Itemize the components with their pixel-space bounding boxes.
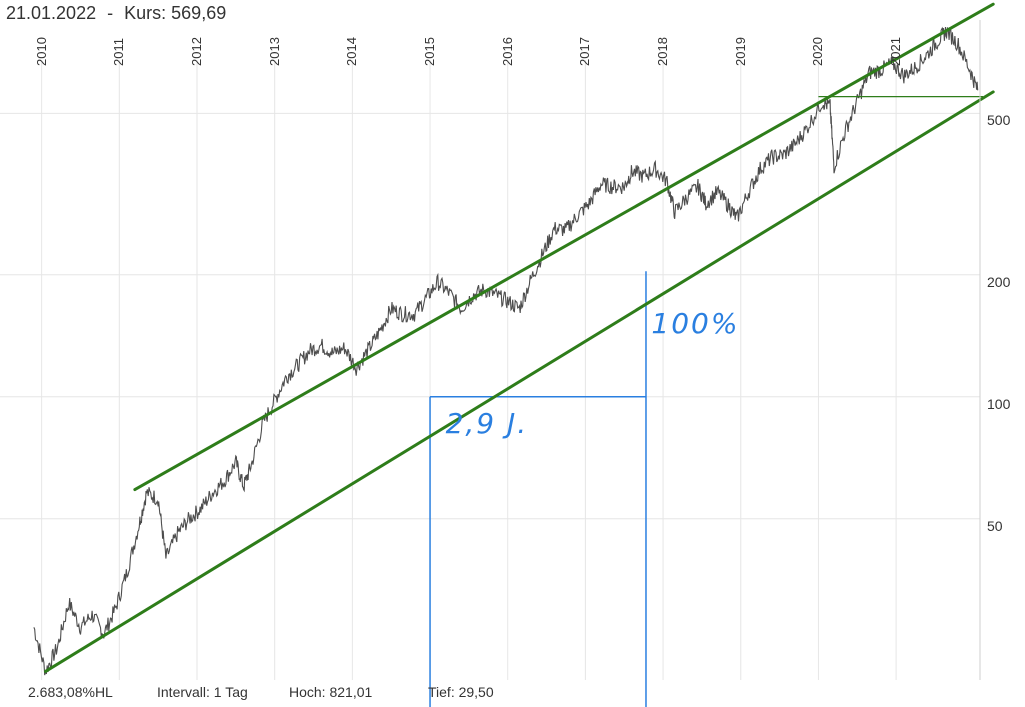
price-series-line: [33, 26, 979, 676]
x-tick-label: 2011: [111, 38, 127, 66]
annotation-label: 2,9 J.: [445, 407, 529, 441]
y-tick-label: 100: [987, 395, 1011, 412]
header-info: 21.01.2022 - Kurs: 569,69: [6, 3, 226, 24]
footer-low: Tief: 29,50: [428, 684, 494, 700]
x-tick-label: 2016: [499, 37, 515, 66]
x-tick-label: 2012: [189, 37, 204, 66]
channel-lower-line: [44, 90, 995, 673]
channel-upper-line: [133, 2, 995, 492]
x-tick-label: 2018: [655, 37, 671, 66]
measure-lines: [429, 271, 647, 707]
header-separator: -: [107, 3, 114, 23]
x-tick-label: 2021: [888, 37, 904, 66]
header-price-value: 569,69: [171, 3, 227, 23]
x-tick-label: 2015: [422, 37, 438, 66]
x-tick-label: 2020: [810, 37, 826, 66]
x-tick-label: 2014: [344, 37, 360, 66]
annotation-label: 100%: [651, 307, 740, 341]
header-date: 21.01.2022: [6, 3, 97, 23]
footer-interval: Intervall: 1 Tag: [157, 684, 248, 700]
footer-change: 2.683,08%HL: [28, 684, 113, 700]
footer-high: Hoch: 821,01: [289, 684, 373, 700]
x-tick-label: 2013: [266, 37, 282, 66]
header-price-label: Kurs:: [124, 3, 167, 23]
y-tick-label: 50: [987, 517, 1003, 534]
y-tick-label: 500: [987, 112, 1011, 129]
x-tick-label: 2019: [732, 37, 748, 66]
y-tick-label: 200: [987, 273, 1011, 290]
series-layer: [33, 2, 995, 676]
x-tick-label: 2017: [577, 37, 593, 66]
x-tick-label: 2010: [33, 37, 49, 66]
